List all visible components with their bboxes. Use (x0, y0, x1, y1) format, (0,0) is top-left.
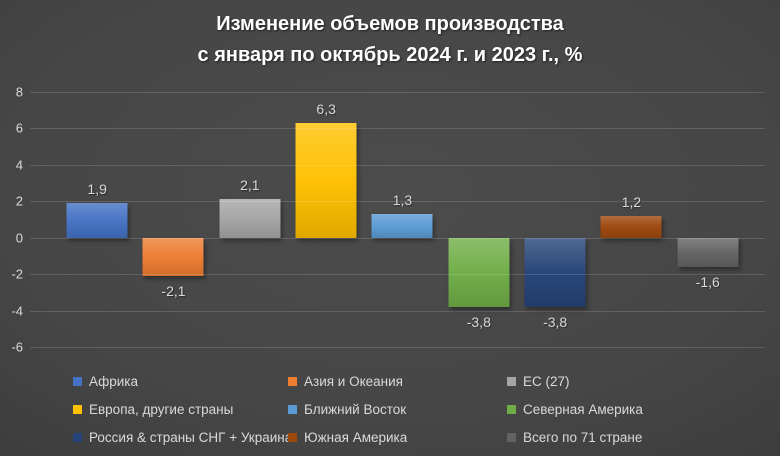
legend-item: Ближний Восток (288, 400, 507, 418)
legend-swatch-icon (73, 432, 82, 442)
legend-swatch-icon (288, 404, 297, 414)
y-axis-tick-label: -4 (11, 303, 23, 319)
y-axis-tick-label: -6 (11, 339, 23, 355)
gridline-y--2 (30, 274, 765, 276)
chart-title: Изменение объемов производства с января … (0, 9, 780, 71)
gridline-y-8 (30, 92, 765, 93)
legend-item: Россия & страны СНГ + Украина (73, 428, 292, 446)
bar-slot: 6,3 (288, 92, 364, 347)
bar-value-label: 1,9 (87, 181, 107, 198)
bar-6 (448, 237, 510, 307)
bar-3 (219, 199, 281, 238)
y-axis-tick-label: 0 (15, 230, 23, 246)
y-axis-tick-label: 8 (15, 84, 23, 100)
bar-1 (66, 203, 128, 238)
legend-swatch-icon (288, 432, 297, 442)
bar-slot: 2,1 (212, 92, 288, 347)
bar-7 (524, 237, 586, 307)
gridline-y-4 (30, 164, 765, 166)
legend-label: Россия & страны СНГ + Украина (89, 429, 293, 445)
bar-5 (371, 214, 433, 238)
legend-label: Ближний Восток (304, 401, 407, 417)
bar-value-label: 1,3 (392, 192, 413, 209)
bar-4 (295, 122, 357, 238)
legend-swatch-icon (73, 404, 82, 414)
gridline-y--6 (30, 347, 765, 348)
legend-item: ЕС (27) (507, 372, 770, 390)
legend-item: Северная Америка (507, 400, 770, 418)
legend-label: Всего по 71 стране (523, 429, 643, 445)
bar-2 (142, 237, 204, 276)
y-axis-tick-label: 2 (15, 193, 23, 209)
bar-slot: -3,8 (517, 92, 593, 347)
legend-swatch-icon (507, 404, 516, 414)
y-axis-tick-label: 4 (15, 157, 23, 173)
chart-title-line2: с января по октябрь 2024 г. и 2023 г., % (197, 44, 583, 66)
bar-value-label: 1,2 (621, 193, 642, 210)
y-axis-tick-label: 6 (15, 120, 23, 136)
bar-9 (677, 237, 739, 267)
bars-container: 1,9 -2,1 2,1 6,3 1,3 -3,8 -3,8 1,2 -1,6 (59, 92, 746, 347)
gridline-y-0 (30, 237, 765, 239)
legend: Африка Азия и Океания ЕС (27) Европа, други… (73, 372, 770, 446)
legend-swatch-icon (288, 376, 297, 386)
bar-slot: 1,2 (593, 92, 669, 347)
bar-value-label: -3,8 (543, 313, 568, 330)
bar-value-label: 2,1 (240, 177, 260, 194)
legend-swatch-icon (73, 376, 82, 386)
legend-label: Южная Америка (304, 429, 408, 445)
gridline-y--4 (30, 310, 765, 312)
bar-value-label: -1,6 (695, 273, 720, 290)
bar-slot: -1,6 (670, 92, 746, 347)
legend-label: Северная Америка (523, 401, 643, 417)
legend-label: Африка (89, 373, 139, 389)
legend-item: Африка (73, 372, 288, 390)
legend-label: ЕС (27) (523, 373, 570, 389)
gridline-y-6 (30, 128, 765, 130)
gridline-y-2 (30, 201, 765, 203)
legend-swatch-icon (507, 432, 516, 442)
bar-slot: 1,9 (59, 92, 135, 347)
bar-slot: 1,3 (364, 92, 440, 347)
y-axis-tick-label: -2 (11, 266, 23, 282)
bar-8 (600, 215, 662, 238)
bar-value-label: -3,8 (466, 313, 491, 330)
legend-item: Европа, другие страны (73, 400, 288, 418)
bar-slot: -2,1 (135, 92, 211, 347)
legend-swatch-icon (507, 376, 516, 386)
legend-label: Европа, другие страны (89, 401, 234, 417)
bar-value-label: 6,3 (316, 100, 336, 117)
legend-item: Всего по 71 стране (507, 428, 770, 446)
legend-item: Азия и Океания (288, 372, 507, 390)
bar-value-label: -2,1 (161, 282, 186, 299)
legend-label: Азия и Океания (304, 373, 403, 389)
bar-slot: -3,8 (441, 92, 517, 347)
plot-area: 1,9 -2,1 2,1 6,3 1,3 -3,8 -3,8 1,2 -1,6 8 6 4 2 0 -2 -… (11, 85, 765, 355)
legend-item: Южная Америка (288, 428, 507, 446)
chart-title-line1: Изменение объемов производства (216, 13, 564, 35)
